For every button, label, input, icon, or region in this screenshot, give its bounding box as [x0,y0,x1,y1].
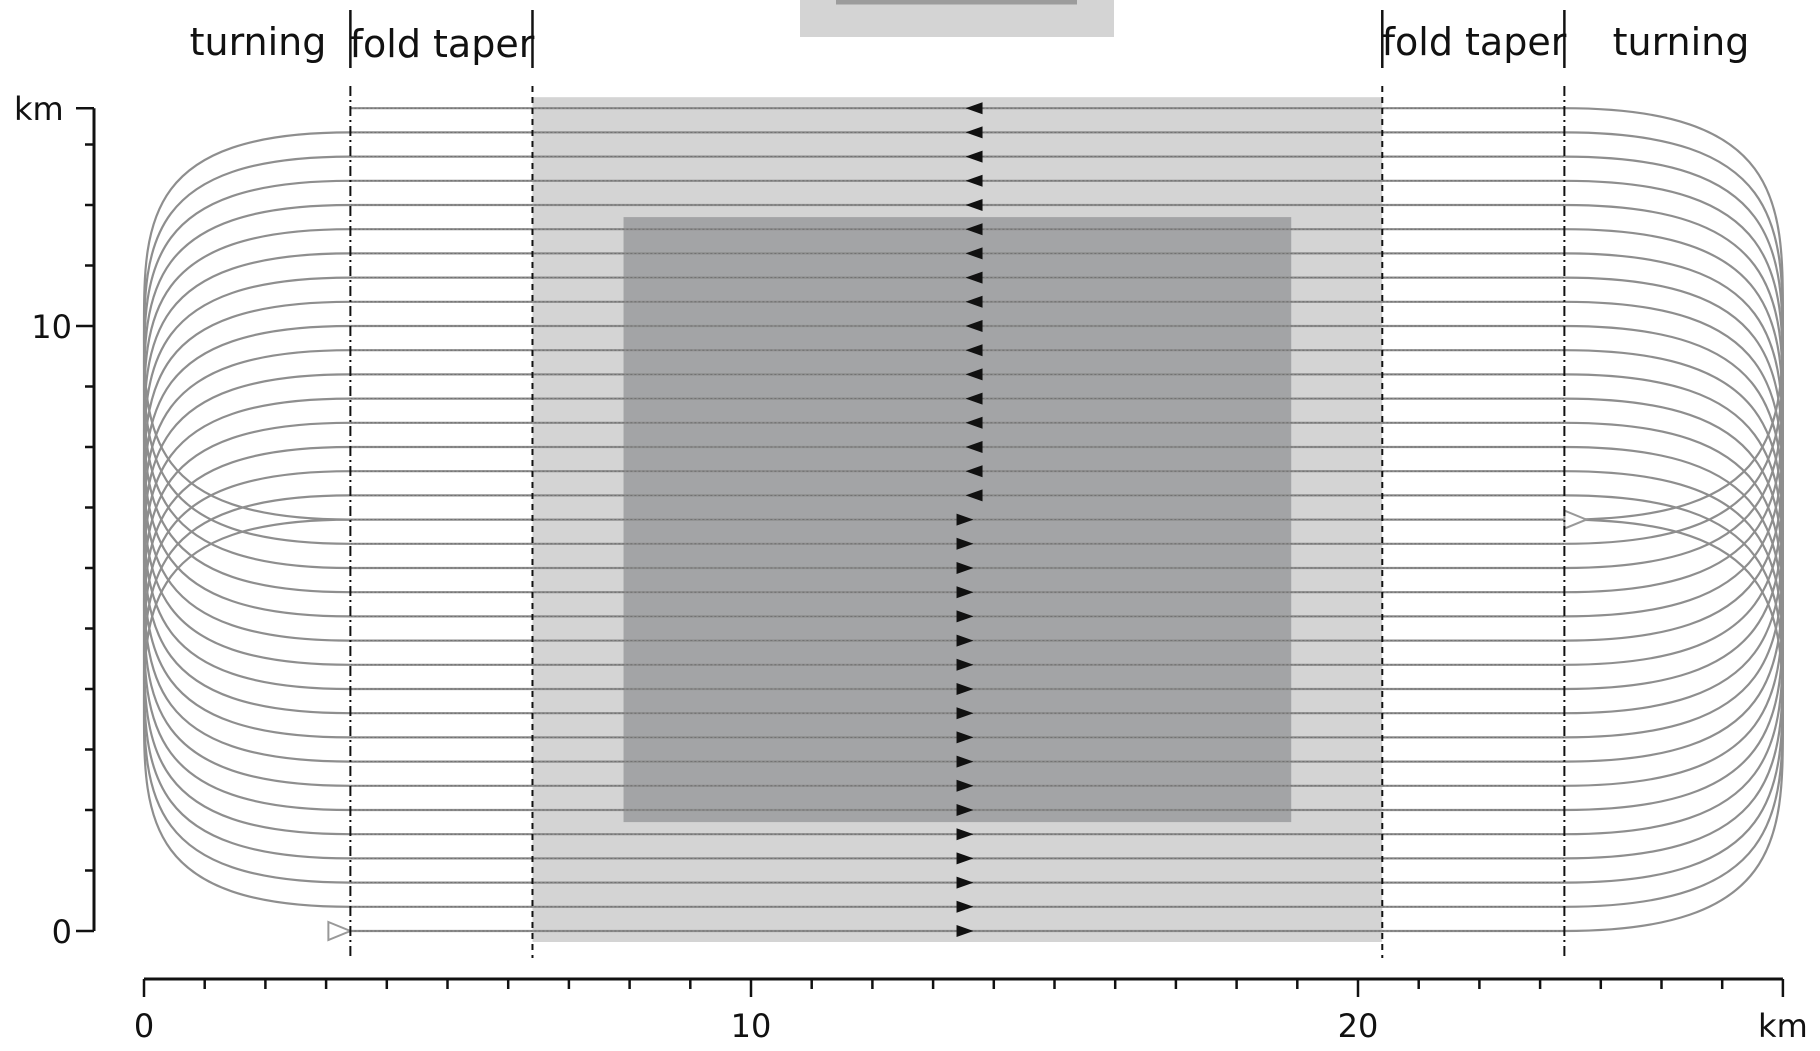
x-tick-label: 0 [134,1007,154,1045]
arrow-west [965,223,983,236]
arrow-west [965,320,983,332]
end-marker [1563,509,1590,531]
arrow-west [965,465,983,478]
arrow-east [956,610,974,623]
arrow-east [956,658,974,671]
arrow-east [956,537,974,550]
zone-boundaries [349,10,1566,958]
zone-label-right-turning: turning [1613,20,1750,64]
arrow-east [956,634,974,647]
arrow-east [956,513,974,526]
turn-loop-left [142,131,351,521]
arrow-west [965,174,983,187]
arrow-east [956,828,974,841]
x-unit-label: km [1758,1007,1808,1045]
arrow-west [965,489,983,502]
zone-label-left-turning: turning [190,20,327,64]
arrow-east [956,876,974,889]
arrow-west [965,199,983,211]
arrow-east [956,804,974,816]
arrow-west [965,102,983,115]
arrow-east [956,755,974,768]
arrow-west [965,416,983,429]
zone-label-left-fold-taper: fold taper [350,22,535,66]
arrow-east [956,900,974,913]
arrow-west [965,441,983,453]
arrow-west [965,392,983,405]
arrow-east [956,683,974,695]
arrow-east [956,586,974,599]
arrow-west [965,368,983,381]
arrow-east [956,779,974,792]
x-axis: 0 10 20 km [134,977,1808,1045]
arrow-east [956,852,974,865]
arrow-west [965,126,983,139]
arrow-east [956,731,974,744]
x-tick-label: 10 [731,1007,772,1045]
arrow-west [965,150,983,163]
arrow-west [965,344,983,357]
y-tick-label: 0 [52,913,72,951]
y-unit-label: km [14,90,64,128]
arrow-east [956,562,974,574]
turn-loop-right [1564,107,1785,521]
arrow-west [965,271,983,284]
arrow-west [965,247,983,260]
arrow-east [956,707,974,720]
zone-label-right-fold-taper: fold taper [1382,20,1567,64]
arrow-west [965,295,983,308]
direction-arrows [956,102,983,937]
top-inset-box [800,0,1114,37]
y-tick-label: 10 [31,308,72,346]
arrow-east [956,925,974,937]
x-tick-label: 20 [1338,1007,1379,1045]
start-marker [327,920,354,942]
line-markers [327,509,1590,942]
y-axis: km 0 10 [14,90,96,951]
